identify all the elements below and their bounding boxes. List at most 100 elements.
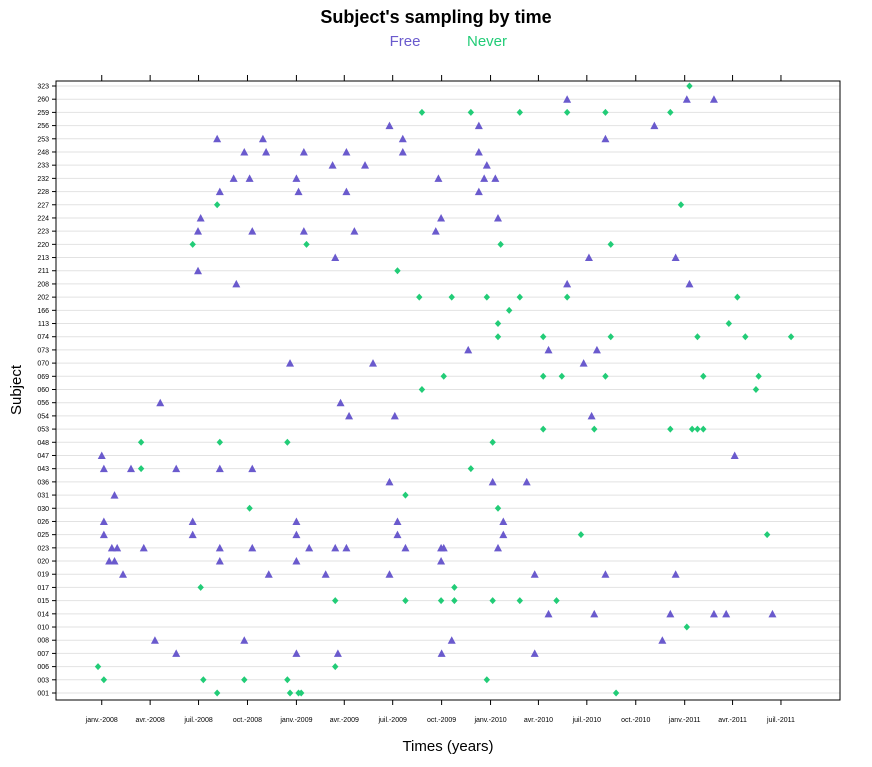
y-tick-label: 211 xyxy=(38,268,49,275)
never-point xyxy=(553,597,560,605)
free-point xyxy=(563,279,572,288)
free-point xyxy=(482,161,491,169)
y-tick-label: 323 xyxy=(37,84,49,91)
y-tick-label: 259 xyxy=(37,110,49,117)
free-point xyxy=(474,147,483,156)
free-point xyxy=(342,543,351,552)
never-point xyxy=(200,676,207,684)
y-tick-label: 047 xyxy=(37,453,49,460)
never-point xyxy=(418,386,426,393)
free-point xyxy=(110,557,119,565)
x-tick-label: avr.-2008 xyxy=(136,717,165,724)
never-point xyxy=(467,108,475,116)
never-point xyxy=(677,201,685,209)
free-point xyxy=(292,517,301,525)
free-point xyxy=(331,543,340,552)
free-point xyxy=(292,557,301,565)
free-point xyxy=(342,187,351,196)
x-tick-label: juil.-2011 xyxy=(766,717,795,724)
free-point xyxy=(172,649,181,657)
free-point xyxy=(385,570,394,578)
free-point xyxy=(150,636,159,644)
y-tick-label: 001 xyxy=(37,691,49,698)
free-point xyxy=(601,134,610,143)
y-tick-label: 056 xyxy=(37,400,49,407)
y-tick-label: 036 xyxy=(37,479,49,486)
never-point xyxy=(213,201,221,209)
free-point xyxy=(240,636,249,644)
free-point xyxy=(447,636,456,644)
never-point xyxy=(284,438,291,446)
free-point xyxy=(474,121,483,130)
free-point xyxy=(105,557,114,565)
never-point xyxy=(558,372,566,380)
legend-entry: Never xyxy=(467,33,507,50)
free-point xyxy=(601,570,610,578)
free-point xyxy=(434,174,443,182)
free-point xyxy=(188,517,197,525)
free-point xyxy=(305,543,314,552)
x-tick-label: oct.-2010 xyxy=(621,717,650,724)
y-tick-label: 256 xyxy=(37,123,49,130)
free-point xyxy=(342,147,351,156)
never-point xyxy=(516,293,524,301)
never-point xyxy=(137,465,145,473)
free-point xyxy=(385,477,394,486)
y-tick-label: 070 xyxy=(37,361,49,368)
never-point xyxy=(418,108,426,116)
free-point xyxy=(709,95,718,103)
never-point xyxy=(246,504,253,512)
y-tick-label: 023 xyxy=(37,545,49,552)
free-point xyxy=(215,557,224,565)
never-point xyxy=(516,108,524,116)
free-point xyxy=(292,530,301,539)
y-tick-label: 227 xyxy=(37,202,49,209)
x-tick-label: juil.-2009 xyxy=(377,717,407,724)
free-point xyxy=(682,95,691,103)
never-point xyxy=(451,583,458,591)
x-axis: janv.-2008 avr.-2008 juil.-2008 oct.-2008 ja… xyxy=(85,75,795,724)
never-point xyxy=(189,240,196,248)
free-point xyxy=(491,174,500,182)
never-point xyxy=(94,663,102,671)
never-point xyxy=(216,438,224,446)
free-point xyxy=(587,411,596,420)
never-point xyxy=(332,597,339,605)
never-point xyxy=(448,293,455,301)
y-tick-label: 208 xyxy=(37,281,49,288)
free-point xyxy=(264,570,273,578)
y-tick-label: 020 xyxy=(37,559,49,566)
free-point xyxy=(99,530,108,539)
y-tick-label: 228 xyxy=(37,189,49,196)
never-point xyxy=(297,689,305,697)
free-point xyxy=(110,491,119,499)
free-point xyxy=(361,161,370,169)
free-point xyxy=(474,187,483,196)
free-point xyxy=(437,557,446,565)
data-points xyxy=(94,82,795,697)
x-tick-label: janv.-2009 xyxy=(279,717,312,724)
never-point xyxy=(467,465,475,473)
y-tick-label: 166 xyxy=(37,308,49,315)
free-point xyxy=(530,570,539,578)
free-point xyxy=(232,279,241,288)
y-tick-label: 014 xyxy=(37,611,49,618)
free-point xyxy=(248,543,257,552)
free-point xyxy=(245,174,254,182)
y-tick-label: 017 xyxy=(37,585,49,592)
free-point xyxy=(99,464,108,473)
free-point xyxy=(579,359,588,367)
free-point xyxy=(393,517,402,525)
free-point xyxy=(480,174,489,182)
free-point xyxy=(328,161,337,169)
never-point xyxy=(694,425,701,433)
free-point xyxy=(592,345,601,354)
free-point xyxy=(258,134,267,143)
y-tick-label: 030 xyxy=(37,506,49,513)
y-tick-label: 026 xyxy=(37,519,49,526)
never-point xyxy=(213,689,221,697)
never-point xyxy=(725,320,733,328)
never-point xyxy=(755,372,762,380)
free-point xyxy=(194,227,203,235)
free-point xyxy=(107,543,116,552)
